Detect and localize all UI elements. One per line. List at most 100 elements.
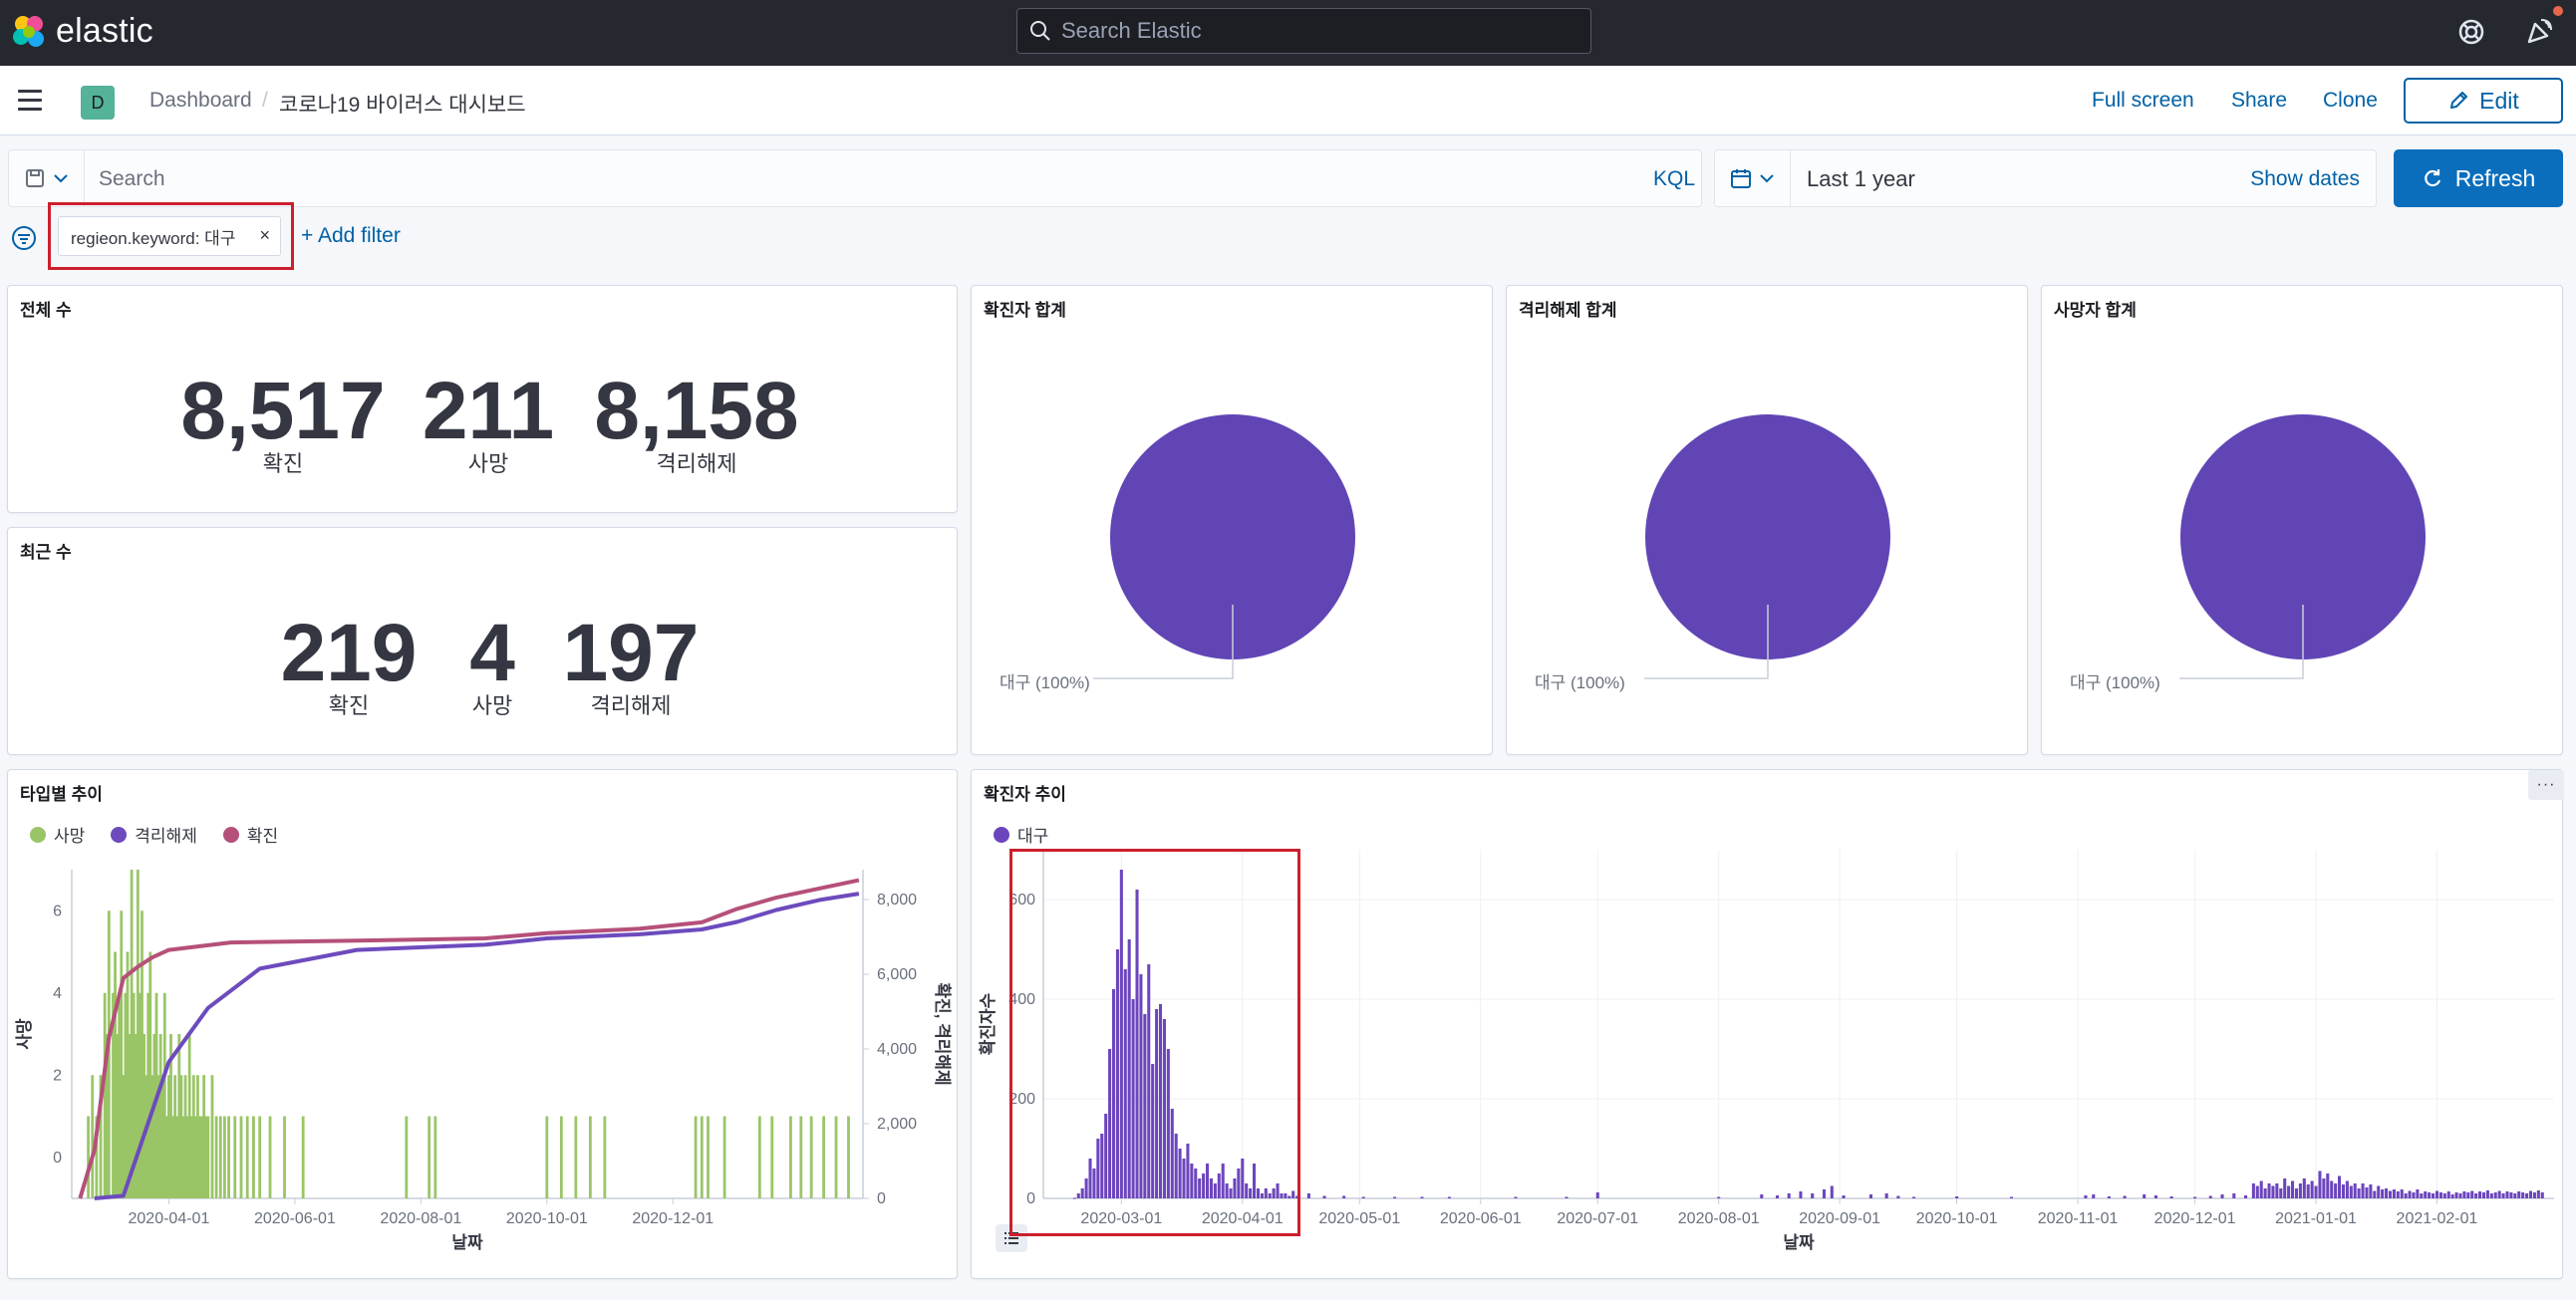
bar-daily-confirmed (1096, 1139, 1100, 1198)
bar-daily-confirmed (2232, 1193, 2236, 1198)
bar-daily-confirmed (2314, 1185, 2318, 1198)
y-right-tick-label: 2,000 (877, 1116, 917, 1133)
global-search-input[interactable]: Search Elastic (1016, 8, 1591, 54)
add-filter-link[interactable]: + Add filter (301, 224, 401, 247)
bar-daily-confirmed (1288, 1195, 1291, 1198)
bar-daily-confirmed (1072, 1197, 1076, 1199)
bar-daily-confirmed (1799, 1191, 1803, 1198)
show-dates-link[interactable]: Show dates (2250, 167, 2360, 190)
edit-button[interactable]: Edit (2404, 78, 2563, 124)
quick-time-menu[interactable] (1715, 150, 1791, 206)
panel-title: 확진자 합계 (984, 301, 1066, 320)
series-line-confirmed (78, 878, 860, 1199)
bar-deaths (301, 1116, 305, 1198)
legend-item-released[interactable]: 격리해제 (111, 822, 197, 847)
refresh-button[interactable]: Refresh (2394, 149, 2563, 207)
chart-legend: 대구 (994, 822, 1074, 847)
metric-label: 격리해제 (656, 451, 737, 476)
bar-daily-confirmed (2153, 1195, 2157, 1198)
space-avatar[interactable]: D (81, 86, 115, 120)
clone-link[interactable]: Clone (2323, 89, 2378, 112)
pie-slice-daegu[interactable] (1645, 414, 1890, 659)
x-tick-label: 2020-05-01 (1318, 1210, 1400, 1227)
bar-daily-confirmed (1241, 1159, 1245, 1198)
bar-deaths (202, 1075, 206, 1198)
bar-daily-confirmed (2517, 1191, 2521, 1198)
bar-daily-confirmed (2298, 1183, 2302, 1198)
legend-item-daegu[interactable]: 대구 (994, 822, 1048, 847)
legend-item-confirmed[interactable]: 확진 (222, 822, 278, 847)
bar-deaths (124, 992, 128, 1198)
bar-daily-confirmed (1284, 1193, 1288, 1198)
bar-daily-confirmed (1080, 1188, 1084, 1198)
filter-pill-region[interactable]: regieon.keyword: 대구 × (58, 216, 281, 256)
bar-deaths (694, 1116, 698, 1198)
y-left-tick-label: 0 (53, 1150, 62, 1167)
news-feed-icon[interactable] (2521, 14, 2557, 50)
pie-chart-released (1644, 414, 1890, 679)
bar-daily-confirmed (2345, 1180, 2349, 1198)
query-search-input[interactable]: Search (99, 167, 165, 190)
legend-item-deaths[interactable]: 사망 (30, 822, 85, 847)
x-tick-label: 2021-01-01 (2275, 1210, 2357, 1227)
menu-toggle-icon[interactable] (18, 90, 42, 112)
bar-daily-confirmed (1291, 1190, 1295, 1198)
filter-options-icon[interactable] (10, 224, 38, 252)
bar-daily-confirmed (1322, 1195, 1326, 1198)
bar-deaths (799, 1116, 803, 1198)
bar-daily-confirmed (1115, 949, 1119, 1198)
pie-slice-daegu[interactable] (2180, 414, 2426, 659)
bar-daily-confirmed (2532, 1192, 2536, 1198)
panel-total-counts: 전체 수 8,517 확진 211 사망 8,158 격리해제 (7, 285, 958, 513)
bar-daily-confirmed (2438, 1192, 2442, 1198)
bar-daily-confirmed (1260, 1193, 1264, 1198)
pie-label-leader (2179, 605, 2304, 679)
elastic-logo[interactable]: elastic (10, 12, 153, 51)
share-link[interactable]: Share (2231, 89, 2288, 112)
bar-deaths (574, 1116, 578, 1198)
bar-daily-confirmed (2396, 1191, 2400, 1198)
help-icon[interactable] (2453, 14, 2489, 50)
breadcrumb-separator: / (262, 89, 268, 112)
bar-daily-confirmed (1104, 1114, 1108, 1198)
metric-recent-deaths: 4 사망 (442, 613, 542, 720)
close-icon[interactable]: × (259, 225, 270, 245)
bar-deaths (120, 910, 124, 1198)
query-language-toggle[interactable]: KQL (1653, 167, 1696, 190)
bar-deaths (99, 1075, 103, 1198)
panel-options-button[interactable]: ··· (2528, 770, 2564, 800)
bar-daily-confirmed (2474, 1193, 2478, 1198)
bar-daily-confirmed (2388, 1190, 2393, 1198)
elastic-logo-icon (13, 15, 44, 47)
bar-daily-confirmed (1076, 1193, 1080, 1198)
bar-daily-confirmed (1717, 1196, 1721, 1198)
bar-daily-confirmed (1787, 1193, 1791, 1198)
x-tick-label: 2020-04-01 (129, 1210, 210, 1227)
bar-daily-confirmed (1147, 964, 1151, 1198)
bar-daily-confirmed (1229, 1188, 1233, 1198)
bar-daily-confirmed (1119, 870, 1123, 1198)
bar-daily-confirmed (1135, 890, 1139, 1198)
bar-deaths (91, 1075, 95, 1198)
bar-daily-confirmed (1256, 1188, 1260, 1198)
x-tick-label: 2020-10-01 (506, 1210, 588, 1227)
saved-query-menu[interactable] (9, 150, 85, 206)
pie-slice-daegu[interactable] (1110, 414, 1355, 659)
bar-deaths (177, 1034, 181, 1198)
pie-slice-label: 대구 (100%) (1535, 673, 1625, 692)
bar-deaths (433, 1116, 437, 1198)
full-screen-link[interactable]: Full screen (2092, 89, 2194, 112)
metric-label: 격리해제 (590, 693, 672, 718)
bar-deaths (268, 1116, 272, 1198)
bar-daily-confirmed (2528, 1190, 2533, 1198)
bar-daily-confirmed (1186, 1144, 1190, 1198)
bar-daily-confirmed (1245, 1183, 1249, 1198)
bar-deaths (173, 1075, 177, 1198)
time-picker: Last 1 year Show dates (1714, 149, 2377, 207)
bar-daily-confirmed (1955, 1196, 1959, 1198)
bar-deaths (218, 1116, 222, 1198)
time-range-value[interactable]: Last 1 year (1807, 166, 1915, 191)
bar-daily-confirmed (2271, 1185, 2275, 1198)
bar-deaths (112, 992, 115, 1198)
breadcrumb-dashboard-link[interactable]: Dashboard (149, 89, 252, 112)
